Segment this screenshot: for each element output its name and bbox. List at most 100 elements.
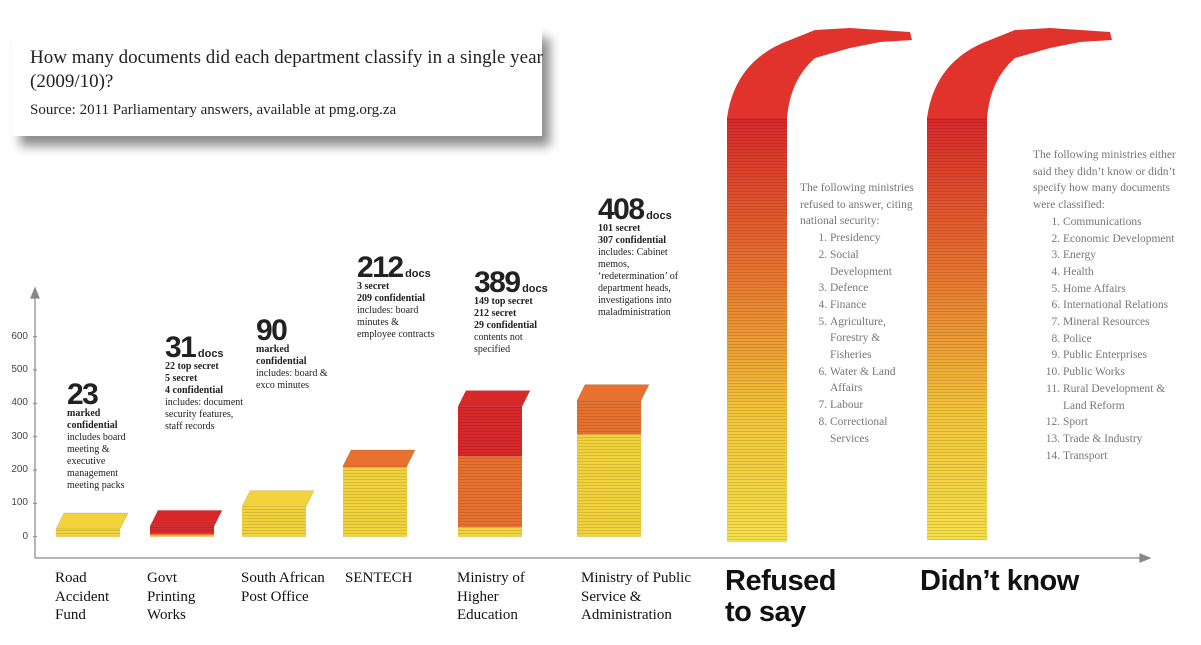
value-label: 5 secret bbox=[165, 373, 198, 384]
value-label: 101 secret bbox=[598, 223, 641, 234]
bar-lines bbox=[458, 527, 522, 537]
bar-lines bbox=[577, 400, 641, 435]
annotation-note: contents not specified bbox=[474, 332, 523, 355]
list-item: Finance bbox=[830, 297, 915, 314]
unit-label: docs bbox=[405, 268, 431, 280]
list-item: International Relations bbox=[1063, 297, 1183, 314]
item-list: PresidencySocial DevelopmentDefenceFinan… bbox=[800, 230, 915, 447]
item-list: CommunicationsEconomic DevelopmentEnergy… bbox=[1033, 214, 1183, 465]
annotation-heading: marked confidential bbox=[67, 408, 118, 431]
x-tick-label: Govt Printing Works bbox=[147, 570, 196, 623]
list-item: Agriculture, Forestry & Fisheries bbox=[830, 314, 915, 364]
bar-lines bbox=[343, 466, 407, 467]
list-item: Social Development bbox=[830, 247, 915, 280]
unit-label: docs bbox=[522, 283, 548, 295]
list-item: Police bbox=[1063, 331, 1183, 348]
chart-title: How many documents did each department c… bbox=[30, 47, 543, 92]
value-label: 209 confidential bbox=[357, 293, 426, 304]
list-item: Health bbox=[1063, 264, 1183, 281]
list-item: Defence bbox=[830, 280, 915, 297]
group-intro: The following ministries either said the… bbox=[1033, 149, 1176, 212]
title-box bbox=[12, 28, 542, 136]
value-label: 29 confidential bbox=[474, 320, 538, 331]
y-tick-label: 400 bbox=[11, 397, 28, 409]
pile-top bbox=[576, 384, 650, 402]
y-tick-label: 300 bbox=[11, 430, 28, 442]
unit-label: docs bbox=[646, 210, 672, 222]
pile-fan bbox=[927, 28, 1112, 118]
value-label: 22 top secret bbox=[165, 361, 219, 372]
x-tick-label: Road Accident Fund bbox=[55, 570, 110, 623]
y-tick-label: 600 bbox=[11, 330, 28, 342]
annotation: 31 docs 22 top secret 5 secret 4 confidenti… bbox=[165, 333, 245, 433]
source: Source: 2011 Parliamentary answers, avai… bbox=[30, 102, 397, 118]
annotation: 408 docs 101 secret 307 confidential includ… bbox=[598, 195, 698, 319]
y-arrow bbox=[30, 286, 40, 299]
y-tick-label: 200 bbox=[11, 464, 28, 475]
value-label: 4 confidential bbox=[165, 385, 224, 396]
pile-lines bbox=[927, 118, 987, 540]
refused-pile bbox=[727, 28, 912, 542]
didnt-know-pile bbox=[927, 28, 1112, 540]
pile-top bbox=[241, 490, 315, 508]
y-tick-label: 100 bbox=[11, 497, 28, 509]
unit-label: docs bbox=[197, 348, 224, 360]
list-item: Sport bbox=[1063, 414, 1183, 431]
annotation-note: includes: Cabinet memos, ‘redeterminatio… bbox=[598, 247, 679, 318]
bar-lines bbox=[458, 406, 522, 457]
annotation-note: includes: board minutes & employee contr… bbox=[357, 305, 435, 340]
annotation-note: includes: board & exco minutes bbox=[256, 368, 328, 391]
annotation: 389 docs 149 top secret 212 secret 29 confi… bbox=[474, 268, 559, 356]
list-item: Home Affairs bbox=[1063, 281, 1183, 298]
bar-lines bbox=[458, 456, 522, 527]
bar-lines bbox=[577, 434, 641, 537]
x-tick-label: Ministry of Public Service & Administrat… bbox=[581, 570, 692, 623]
total-label: 408 bbox=[598, 193, 645, 226]
annotation-note: includes board meeting & executive manag… bbox=[67, 432, 126, 491]
x-tick-label: Ministry of Higher Education bbox=[457, 570, 525, 623]
list-item: Public Works bbox=[1063, 364, 1183, 381]
group-label: Refused to say bbox=[725, 565, 836, 628]
x-tick-label: SENTECH bbox=[345, 570, 413, 586]
total-label: 389 bbox=[474, 266, 521, 299]
total-label: 23 bbox=[67, 378, 99, 411]
x-tick-label: South African Post Office bbox=[241, 570, 325, 605]
pile-top bbox=[457, 390, 531, 408]
pile-fan bbox=[727, 28, 912, 118]
list-item: Labour bbox=[830, 397, 915, 414]
list-item: Energy bbox=[1063, 247, 1183, 264]
bar-lines bbox=[242, 506, 306, 537]
value-label: 307 confidential bbox=[598, 235, 667, 246]
list-item: Rural Development & Land Reform bbox=[1063, 381, 1183, 414]
pile-top bbox=[55, 512, 129, 530]
list-item: Transport bbox=[1063, 448, 1183, 465]
bar-lines bbox=[56, 529, 120, 537]
bar-lines bbox=[343, 467, 407, 537]
annotation-heading: marked confidential bbox=[256, 344, 307, 367]
bar-lines bbox=[150, 533, 214, 536]
bar-lines bbox=[150, 526, 214, 534]
group-label: Didn’t know bbox=[920, 565, 1079, 597]
pile-top bbox=[149, 509, 223, 527]
value-label: 3 secret bbox=[357, 281, 390, 292]
annotation: 90 marked confidential includes: board & e… bbox=[256, 316, 331, 392]
pile-top bbox=[342, 449, 416, 467]
total-label: 31 bbox=[165, 331, 197, 364]
group-list: The following ministries refused to answ… bbox=[800, 180, 915, 447]
list-item: Water & Land Affairs bbox=[830, 364, 915, 397]
annotation-note: includes: document security features, st… bbox=[165, 397, 244, 432]
list-item: Communications bbox=[1063, 214, 1183, 231]
axes bbox=[30, 286, 1152, 563]
x-arrow bbox=[1139, 553, 1152, 563]
value-label: 212 secret bbox=[474, 308, 517, 319]
list-item: Correctional Services bbox=[830, 414, 915, 447]
y-tick-label: 500 bbox=[11, 364, 28, 375]
annotation: 23 marked confidential includes board meet… bbox=[67, 380, 147, 492]
list-item: Economic Development bbox=[1063, 231, 1183, 248]
list-item: Mineral Resources bbox=[1063, 314, 1183, 331]
bar-lines bbox=[150, 535, 214, 537]
group-list: The following ministries either said the… bbox=[1033, 147, 1183, 464]
total-label: 90 bbox=[256, 314, 288, 347]
